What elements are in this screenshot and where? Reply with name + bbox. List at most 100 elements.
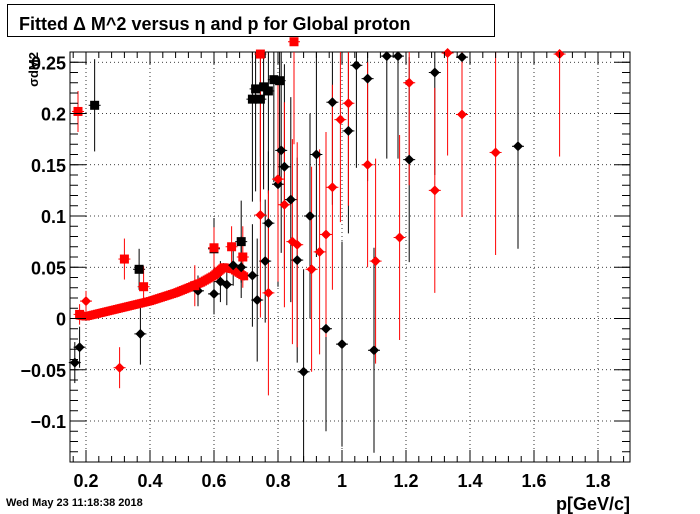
x-tick-label: 1.6 [521,471,546,491]
chart-title: Fitted Δ M^2 versus η and p for Global p… [19,14,411,34]
diamond-marker [247,270,258,281]
axes: 0.2 0.4 0.6 0.8 1 1.2 1.4 1.6 1.8 −0.1 −0.05 0 0.05 0… [20,52,630,491]
diamond-marker [404,154,415,165]
y-tick-label: 0 [56,310,66,330]
diamond-marker [314,246,325,257]
square-marker [251,84,261,94]
diamond-marker [292,239,303,250]
square-marker [139,282,149,292]
diamond-marker [321,229,331,240]
x-tick-label: 0.6 [201,471,226,491]
square-marker [255,49,265,59]
square-marker [289,37,299,47]
diamond-marker [327,97,338,108]
diamond-marker [457,52,467,63]
square-marker [259,82,269,92]
diamond-marker [321,323,331,334]
chart-title-box: Fitted Δ M^2 versus η and p for Global p… [7,4,495,37]
square-marker [269,75,279,85]
diamond-marker [279,161,290,172]
square-marker [75,309,85,319]
y-axis-label: σdM2 [26,52,41,87]
diamond-marker [429,67,440,78]
diamond-marker [263,287,274,298]
diamond-marker [305,211,315,221]
diamond-marker [362,159,373,170]
diamond-marker [279,199,290,210]
diamond-marker [135,328,146,339]
plot-frame [69,51,631,463]
x-tick-label: 1.4 [457,471,482,491]
diamond-marker [81,296,91,307]
diamond-marker [221,279,232,290]
diamond-marker [394,232,405,243]
diamond-marker [457,109,467,120]
x-tick-label: 0.2 [73,471,98,491]
square-marker [255,94,265,104]
square-marker [238,252,248,262]
square-marker [73,106,83,116]
diamond-marker [404,77,415,88]
diamond-marker [298,366,309,377]
diamond-marker [351,60,362,71]
diamond-marker [327,182,338,193]
error-bars [68,41,566,462]
x-tick-label: 1.2 [393,471,418,491]
y-tick-label: 0.25 [31,53,66,73]
diamond-marker [292,255,303,266]
diamond-marker [236,262,247,273]
grid [70,52,630,462]
x-tick-label: 1.8 [585,471,610,491]
square-marker [134,264,144,274]
band-marker [240,272,249,281]
diamond-marker [490,147,501,158]
data-markers [69,37,565,377]
diamond-marker [273,179,283,190]
square-marker [275,76,285,86]
x-tick-label: 1 [337,471,347,491]
diamond-marker [513,141,523,152]
diamond-marker [343,125,354,136]
y-tick-label: −0.05 [20,361,66,381]
diamond-marker [343,98,354,109]
x-tick-label: 0.4 [137,471,162,491]
diamond-marker [260,256,271,267]
diamond-marker [369,345,379,356]
diamond-marker [228,260,239,271]
y-tick-label: 0.15 [31,156,66,176]
timestamp: Wed May 23 11:18:38 2018 [6,497,143,509]
diamond-marker [370,256,381,267]
diamond-marker [252,295,263,306]
diamond-marker [393,51,403,62]
square-marker [236,237,246,247]
square-marker [90,100,100,110]
y-tick-label: 0.2 [41,105,66,125]
square-marker [190,281,200,291]
y-tick-label: 0.1 [41,207,66,227]
diamond-marker [255,209,266,220]
square-marker [209,243,219,253]
square-marker [263,86,273,96]
diamond-marker [429,185,440,196]
diamond-marker [337,339,347,350]
diamond-marker [306,264,317,275]
diamond-marker [442,48,453,59]
diamond-marker [285,194,296,205]
y-tick-label: −0.1 [30,412,66,432]
y-tick-label: 0.05 [31,258,66,278]
diamond-marker [335,114,346,125]
square-marker [247,94,257,104]
diamond-marker [381,51,392,62]
diamond-marker [311,149,322,160]
x-tick-label: 0.8 [265,471,290,491]
x-axis-label: p[GeV/c] [556,494,630,514]
diamond-marker [209,288,219,299]
diamond-marker [362,73,373,84]
diamond-marker [263,218,274,229]
square-marker [119,254,129,264]
diamond-marker [273,174,283,185]
diamond-marker [114,362,125,373]
diamond-marker [69,357,80,368]
square-marker [227,242,237,252]
